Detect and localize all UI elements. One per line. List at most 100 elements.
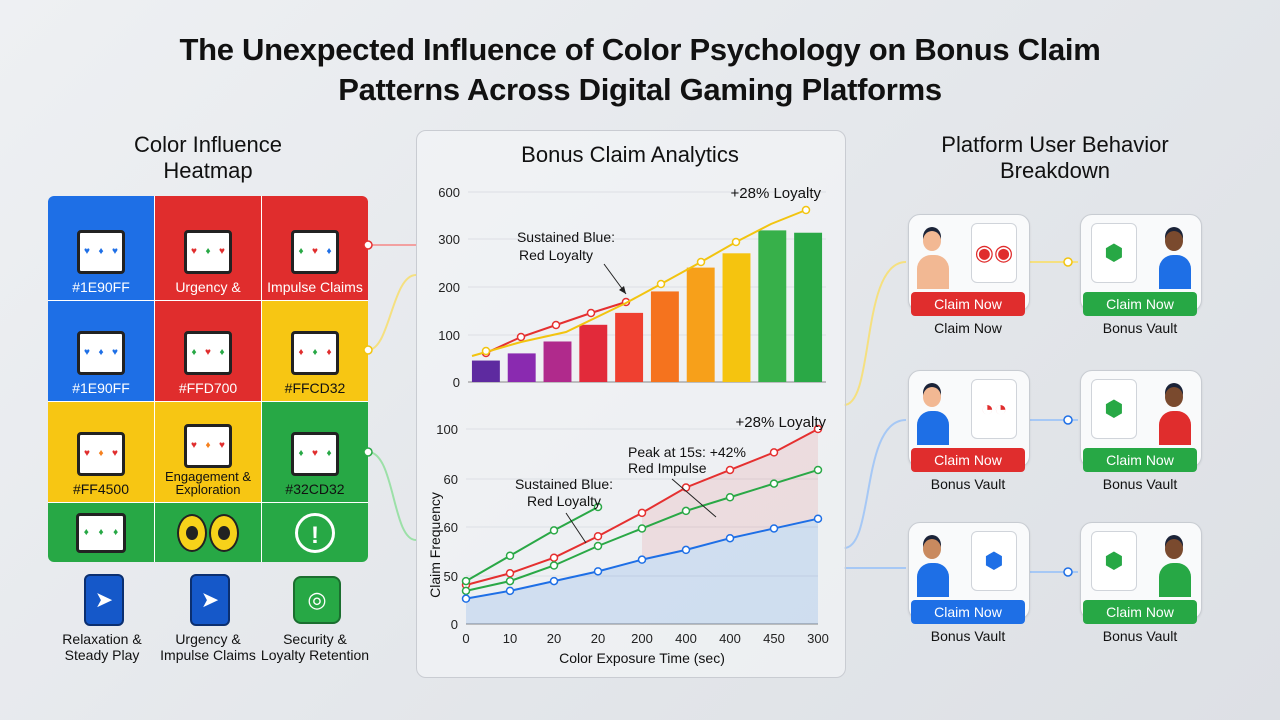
x-tick-label: 0 bbox=[462, 631, 469, 646]
user-illustration: ◔◔ bbox=[909, 371, 1029, 447]
bar bbox=[686, 267, 715, 382]
x-tick-label: 20 bbox=[547, 631, 561, 646]
trend-point-red bbox=[551, 320, 561, 330]
heatmap-cell-label: #FF4500 bbox=[72, 481, 130, 497]
claim-now-button[interactable]: Claim Now bbox=[1083, 448, 1197, 472]
series-point-blue bbox=[549, 576, 559, 586]
person-body bbox=[917, 563, 949, 597]
color-heatmap: ♥ ♦ ♥ #1E90FF ♥ ♦ ♥ Urgency & ♦ ♥ ♦ Impulse Cl… bbox=[48, 196, 368, 562]
platform-tile-label: Claim Now bbox=[934, 320, 1002, 336]
area-blue bbox=[466, 518, 818, 624]
slot-machine-icon: ♦ ♥ ♦ bbox=[184, 331, 232, 375]
caption-security: Security & Loyalty Retention bbox=[250, 631, 380, 663]
slot-machine-icon: ♥ ♦ ♥ bbox=[184, 424, 232, 468]
heatmap-title-line-2: Heatmap bbox=[163, 158, 253, 183]
camera-icon: ◎ bbox=[293, 576, 341, 624]
x-tick-label: 450 bbox=[763, 631, 785, 646]
series-point-green-extra bbox=[461, 576, 471, 586]
platform-title-line-2: Breakdown bbox=[999, 158, 1111, 183]
series-point-blue bbox=[813, 514, 823, 523]
heatmap-title-line-1: Color Influence bbox=[134, 132, 282, 157]
slot-machine-icon: ♦ ♥ ♦ bbox=[291, 432, 339, 476]
series-point-green bbox=[549, 561, 559, 570]
caption-line: Urgency & bbox=[175, 631, 241, 647]
heatmap-cell: ♦ ♦ ♦ #FFCD32 bbox=[262, 301, 368, 401]
platform-tile-label: Bonus Vault bbox=[930, 476, 1006, 492]
series-point-red bbox=[549, 553, 559, 562]
annotation-loyalty: +28% Loyalty bbox=[736, 414, 827, 431]
heatmap-cell: ♦ ♥ ♦ #32CD32 bbox=[262, 402, 368, 502]
series-point-red bbox=[769, 448, 779, 457]
trend-point-red bbox=[586, 308, 596, 318]
bar bbox=[471, 360, 500, 382]
series-point-blue bbox=[681, 545, 691, 555]
person-head bbox=[923, 231, 941, 251]
caption-line: Security & bbox=[283, 631, 347, 647]
x-tick-label: 10 bbox=[503, 631, 517, 646]
y-tick-label: 300 bbox=[438, 232, 460, 247]
page-title: The Unexpected Influence of Color Psycho… bbox=[0, 30, 1280, 110]
y-tick-label: 200 bbox=[438, 280, 460, 295]
claim-now-button[interactable]: Claim Now bbox=[911, 292, 1025, 316]
y-tick-label: 600 bbox=[438, 185, 460, 200]
slot-machine-icon: ♥ ♦ ♥ bbox=[184, 230, 232, 274]
claim-now-button[interactable]: Claim Now bbox=[911, 448, 1025, 472]
trend-point-yellow bbox=[656, 279, 666, 289]
series-point-red bbox=[725, 465, 735, 475]
annotation-red-loyalty: Red Loyalty bbox=[527, 493, 601, 509]
bar bbox=[794, 232, 823, 382]
user-illustration: ◉◉ bbox=[909, 215, 1029, 291]
heatmap-cell-label: #32CD32 bbox=[285, 481, 345, 497]
user-illustration: ⬢ bbox=[1081, 523, 1201, 599]
heatmap-cell: ♦ ♥ ♦ Impulse Claims bbox=[262, 196, 368, 300]
annotation-arrow bbox=[671, 478, 717, 518]
caption-line: Impulse Claims bbox=[160, 647, 256, 663]
heatmap-cell-label: Engagement & Exploration bbox=[164, 469, 251, 497]
bar bbox=[543, 341, 572, 382]
heatmap-cell-label: #1E90FF bbox=[72, 380, 130, 396]
series-point-red bbox=[681, 483, 691, 492]
trend-point-yellow bbox=[731, 237, 741, 247]
heatmap-cell: ♥ ♦ ♥ Engagement & Exploration bbox=[155, 402, 261, 502]
person-head bbox=[1165, 231, 1183, 251]
heatmap-title: Color Influence Heatmap bbox=[88, 132, 328, 184]
claim-now-button[interactable]: Claim Now bbox=[911, 600, 1025, 624]
screen-icon: ⬢ bbox=[1091, 531, 1137, 591]
person-head bbox=[923, 539, 941, 559]
person-head bbox=[1165, 387, 1183, 407]
annotation-arrow bbox=[565, 512, 587, 544]
person-body bbox=[1159, 255, 1191, 289]
claim-now-button[interactable]: Claim Now bbox=[1083, 600, 1197, 624]
claim-now-button[interactable]: Claim Now bbox=[1083, 292, 1197, 316]
series-point-green bbox=[681, 506, 691, 516]
series-point-blue bbox=[769, 524, 779, 533]
y-tick-label: 100 bbox=[436, 422, 458, 437]
platform-tile-label: Bonus Vault bbox=[1102, 628, 1178, 644]
series-point-red bbox=[505, 569, 515, 578]
series-point-green-extra bbox=[505, 551, 515, 560]
series-point-red bbox=[637, 508, 647, 518]
eyes-icon bbox=[177, 514, 239, 552]
slot-machine-icon: ♥ ♦ ♥ bbox=[77, 432, 125, 476]
platform-tile-label: Bonus Vault bbox=[930, 628, 1006, 644]
person-head bbox=[923, 387, 941, 407]
bar bbox=[507, 353, 536, 382]
heatmap-cell: ! bbox=[262, 503, 368, 562]
trend-point-yellow bbox=[696, 257, 706, 267]
bar bbox=[758, 230, 787, 382]
y-tick-label: 50 bbox=[444, 569, 458, 584]
person-body bbox=[1159, 411, 1191, 445]
caption-relaxation: Relaxation & Steady Play bbox=[37, 631, 167, 663]
x-tick-label: 400 bbox=[719, 631, 741, 646]
user-illustration: ⬢ bbox=[1081, 215, 1201, 291]
annotation-arrowhead bbox=[619, 286, 626, 294]
series-point-green-extra bbox=[549, 526, 559, 535]
x-tick-label: 300 bbox=[807, 631, 829, 646]
slot-machine-icon: ♦ ♦ ♦ bbox=[76, 513, 126, 553]
annotation-sustained: Sustained Blue: bbox=[517, 229, 615, 245]
x-tick-label: 400 bbox=[675, 631, 697, 646]
trend-point-yellow bbox=[481, 346, 491, 356]
user-illustration: ⬢ bbox=[909, 523, 1029, 599]
y-axis-label: Claim Frequency bbox=[427, 492, 443, 598]
